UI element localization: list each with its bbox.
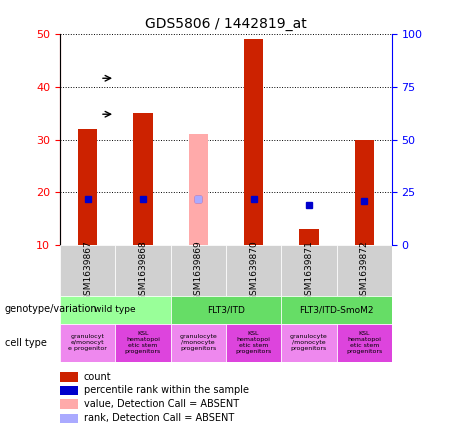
Text: GSM1639872: GSM1639872 bbox=[360, 240, 369, 301]
Title: GDS5806 / 1442819_at: GDS5806 / 1442819_at bbox=[145, 17, 307, 31]
Text: KSL
hematopoi
etic stem
progenitors: KSL hematopoi etic stem progenitors bbox=[236, 332, 272, 354]
FancyBboxPatch shape bbox=[281, 296, 392, 324]
Bar bbox=[60, 386, 78, 395]
Text: GSM1639871: GSM1639871 bbox=[304, 240, 313, 301]
Bar bbox=[244, 39, 263, 245]
FancyBboxPatch shape bbox=[60, 245, 115, 296]
Bar bbox=[60, 414, 78, 423]
Bar bbox=[299, 229, 319, 245]
Bar bbox=[60, 372, 78, 382]
Text: KSL
hematopoi
etic stem
progenitors: KSL hematopoi etic stem progenitors bbox=[125, 332, 161, 354]
Text: GSM1639870: GSM1639870 bbox=[249, 240, 258, 301]
Text: rank, Detection Call = ABSENT: rank, Detection Call = ABSENT bbox=[84, 413, 234, 423]
Text: cell type: cell type bbox=[5, 338, 47, 348]
FancyBboxPatch shape bbox=[60, 296, 171, 324]
Text: GSM1639868: GSM1639868 bbox=[138, 240, 148, 301]
FancyBboxPatch shape bbox=[115, 324, 171, 362]
FancyBboxPatch shape bbox=[337, 324, 392, 362]
Text: genotype/variation: genotype/variation bbox=[5, 304, 97, 314]
Bar bbox=[355, 140, 374, 245]
Text: FLT3/ITD-SmoM2: FLT3/ITD-SmoM2 bbox=[299, 305, 374, 314]
Text: count: count bbox=[84, 372, 112, 382]
Bar bbox=[78, 129, 97, 245]
FancyBboxPatch shape bbox=[171, 245, 226, 296]
FancyBboxPatch shape bbox=[115, 245, 171, 296]
Text: KSL
hematopoi
etic stem
progenitors: KSL hematopoi etic stem progenitors bbox=[346, 332, 382, 354]
Text: GSM1639867: GSM1639867 bbox=[83, 240, 92, 301]
FancyBboxPatch shape bbox=[171, 296, 281, 324]
Text: value, Detection Call = ABSENT: value, Detection Call = ABSENT bbox=[84, 399, 239, 409]
Text: GSM1639869: GSM1639869 bbox=[194, 240, 203, 301]
FancyBboxPatch shape bbox=[281, 245, 337, 296]
Bar bbox=[133, 113, 153, 245]
Text: percentile rank within the sample: percentile rank within the sample bbox=[84, 385, 249, 396]
Text: wild type: wild type bbox=[95, 305, 136, 314]
FancyBboxPatch shape bbox=[226, 324, 281, 362]
FancyBboxPatch shape bbox=[171, 324, 226, 362]
FancyBboxPatch shape bbox=[281, 324, 337, 362]
Text: granulocyte
/monocyte
progenitors: granulocyte /monocyte progenitors bbox=[290, 334, 328, 351]
Text: granulocyte
/monocyte
progenitors: granulocyte /monocyte progenitors bbox=[179, 334, 217, 351]
FancyBboxPatch shape bbox=[337, 245, 392, 296]
Bar bbox=[60, 399, 78, 409]
Text: FLT3/ITD: FLT3/ITD bbox=[207, 305, 245, 314]
Bar bbox=[189, 135, 208, 245]
FancyBboxPatch shape bbox=[60, 324, 115, 362]
FancyBboxPatch shape bbox=[226, 245, 281, 296]
Text: granulocyt
e/monocyt
e progenitor: granulocyt e/monocyt e progenitor bbox=[68, 334, 107, 351]
